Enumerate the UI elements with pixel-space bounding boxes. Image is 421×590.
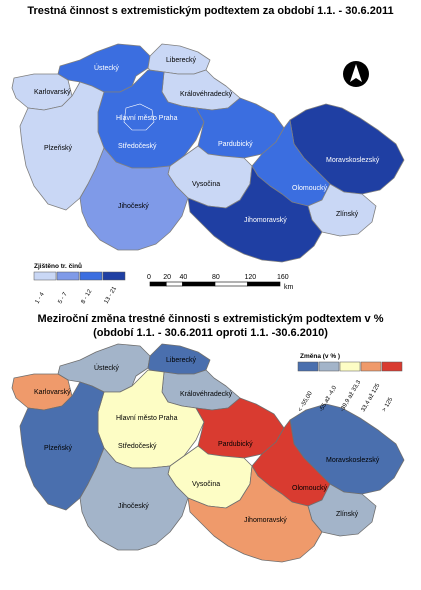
map2-title-line2: (období 1.1. - 30.6.2011 oproti 1.1. -30… [93, 327, 328, 339]
region-label-karlovarsky: Karlovarský [34, 89, 71, 96]
scale-tick: 160 [277, 274, 289, 281]
map2-title-line1: Meziroční změna trestné činnosti s extre… [37, 313, 384, 325]
map2-legend-swatch [297, 361, 319, 372]
map1-title: Trestná činnost s extremistickým podtext… [27, 5, 394, 17]
region-label-pardubicky: Pardubický [218, 141, 253, 148]
region-label-kralovehradecky: Královéhradecký [180, 91, 233, 98]
map1-legend-swatch [33, 271, 57, 281]
map1-legend-swatch [102, 271, 126, 281]
map2-legend-label: -39,9 až 33,3 [340, 379, 363, 413]
map2-legend-swatch [381, 361, 403, 372]
map2-legend-title: Změna (v % ) [300, 353, 340, 360]
map1-legend-swatch [79, 271, 103, 281]
region-label-jihomoravsky: Jihomoravský [244, 517, 287, 524]
region-label-plzensky: Plzeňský [44, 445, 73, 452]
scale-tick: 0 [147, 274, 151, 281]
region-label-jihocesky: Jihočeský [118, 203, 149, 210]
region-label-plzensky: Plzeňský [44, 145, 73, 152]
map2-legend-swatch [339, 361, 361, 372]
region-label-kralovehradecky: Královéhradecký [180, 391, 233, 398]
map1-legend-label: 8 - 12 [81, 288, 94, 305]
region-label-jihocesky: Jihočeský [118, 503, 149, 510]
scale-tick: 20 [163, 274, 171, 281]
region-label-zlinsky: Zlínský [336, 511, 359, 518]
map2-legend-label: > 125 [382, 396, 395, 413]
region-label-ustecky: Ústecký [94, 363, 119, 372]
scale-tick: 120 [245, 274, 257, 281]
region-label-hlavni-mesto-praha: Hlavní město Praha [116, 415, 178, 422]
region-jihomoravsky [187, 465, 323, 563]
north-arrow-icon [343, 61, 369, 87]
map1: Ústecký Liberecký Karlovarský Hlavní město … [11, 43, 405, 305]
region-jihocesky [79, 447, 189, 551]
region-label-stredocesky: Středočeský [118, 143, 157, 150]
map1-legend-label: 5 - 7 [58, 291, 70, 305]
region-label-karlovarsky: Karlovarský [34, 389, 71, 396]
region-jihomoravsky [187, 165, 323, 263]
map1-legend-title: Zjištěno tr. činů [34, 262, 82, 270]
region-label-liberecky: Liberecký [166, 357, 196, 364]
map2-legend: Změna (v % )< -55,00 -55 až -4,0 -39,9 až … [297, 353, 403, 413]
scale-tick: 40 [180, 274, 188, 281]
map1-legend-label: 1 - 4 [35, 291, 47, 305]
region-label-vysocina: Vysočina [192, 481, 220, 488]
map2-legend-swatch [360, 361, 382, 372]
region-label-liberecky: Liberecký [166, 57, 196, 64]
region-label-moravskoslezsky: Moravskoslezský [326, 457, 380, 464]
map1-legend-swatch [56, 271, 80, 281]
map2-legend-label: 33,4 až 125 [361, 382, 382, 413]
region-label-stredocesky: Středočeský [118, 443, 157, 450]
scale-tick: 80 [212, 274, 220, 281]
region-label-hlavni-mesto-praha: Hlavní město Praha [116, 115, 178, 122]
region-label-olomoucky: Olomoucký [292, 485, 328, 492]
region-label-ustecky: Ústecký [94, 63, 119, 72]
region-ustecky [57, 43, 151, 93]
map2-legend-swatch [318, 361, 340, 372]
map1-legend-label: 13 - 21 [104, 285, 119, 305]
scale-bar: 0 20 40 80 120 160 km [147, 274, 294, 291]
map2: Ústecký Liberecký Karlovarský Hlavní město … [11, 343, 405, 563]
region-label-jihomoravsky: Jihomoravský [244, 217, 287, 224]
map1-legend: Zjištěno tr. činů 1 - 4 5 - 7 8 - 12 13 - 21 [33, 262, 126, 305]
region-label-vysocina: Vysočina [192, 181, 220, 188]
region-label-pardubicky: Pardubický [218, 441, 253, 448]
region-label-olomoucky: Olomoucký [292, 185, 328, 192]
region-ustecky [57, 343, 151, 393]
region-label-moravskoslezsky: Moravskoslezský [326, 157, 380, 164]
region-label-zlinsky: Zlínský [336, 211, 359, 218]
region-jihocesky [79, 147, 189, 251]
scale-unit: km [284, 284, 294, 291]
